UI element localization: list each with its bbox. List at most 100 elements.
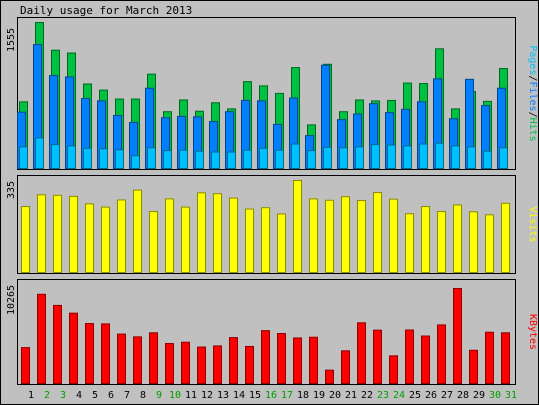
bar-pages-day-4 [67, 145, 76, 169]
visits-max-label: 335 [6, 181, 17, 199]
bar-kbytes-day-10 [165, 343, 174, 384]
bar-visits-day-14 [229, 197, 238, 274]
day-label-8: 8 [140, 390, 146, 401]
bar-kbytes-day-5 [85, 323, 94, 385]
hits-files-pages-series-label: Pages/Files/Hits [527, 45, 538, 141]
day-label-27: 27 [441, 390, 453, 401]
hits-files-pages-series-label-part-4: Hits [527, 118, 538, 142]
bar-visits-day-2 [37, 194, 46, 273]
day-label-10: 10 [169, 390, 181, 401]
bar-pages-day-24 [387, 144, 396, 169]
bar-kbytes-day-11 [181, 341, 190, 384]
bar-kbytes-day-22 [357, 322, 366, 385]
bar-visits-day-11 [181, 206, 190, 273]
bar-visits-day-21 [341, 196, 350, 273]
kbytes-series-label: KBytes [527, 314, 538, 350]
bar-kbytes-day-14 [229, 337, 238, 384]
day-label-23: 23 [377, 390, 389, 401]
day-label-20: 20 [329, 390, 341, 401]
bar-visits-day-12 [197, 192, 206, 274]
bar-visits-day-26 [421, 206, 430, 273]
bar-pages-day-31 [499, 147, 508, 170]
bar-visits-day-10 [165, 198, 174, 273]
kbytes-max-label: 10265 [6, 285, 17, 315]
bar-pages-day-7 [115, 149, 124, 169]
bar-pages-day-3 [51, 144, 60, 169]
day-label-14: 14 [233, 390, 245, 401]
bar-kbytes-day-1 [21, 347, 30, 385]
bar-kbytes-day-12 [197, 346, 206, 384]
bar-pages-day-12 [195, 150, 204, 169]
day-label-11: 11 [185, 390, 197, 401]
hits-files-pages-series-label-part-1: / [527, 75, 538, 81]
day-label-6: 6 [108, 390, 114, 401]
bar-visits-day-24 [389, 198, 398, 273]
day-label-28: 28 [457, 390, 469, 401]
day-label-31: 31 [505, 390, 517, 401]
hits-files-pages-max-label: 1555 [6, 28, 17, 52]
bar-pages-day-1 [19, 146, 28, 170]
bar-pages-day-26 [419, 143, 428, 169]
bar-pages-day-16 [259, 147, 268, 170]
day-label-2: 2 [44, 390, 50, 401]
bar-pages-day-2 [35, 137, 44, 170]
bar-kbytes-day-8 [133, 336, 142, 385]
bar-pages-day-23 [371, 144, 380, 169]
bar-kbytes-day-28 [453, 288, 462, 384]
bar-pages-day-21 [339, 147, 348, 170]
bar-kbytes-day-18 [293, 337, 302, 385]
bar-visits-day-3 [53, 194, 62, 273]
bar-visits-day-22 [357, 200, 366, 273]
day-label-22: 22 [361, 390, 373, 401]
panel-kbytes: 10265 KBytes [6, 285, 538, 385]
bar-visits-day-23 [373, 192, 382, 274]
bar-pages-day-19 [307, 150, 316, 169]
bar-visits-day-19 [309, 198, 318, 273]
bar-pages-day-9 [147, 147, 156, 170]
day-label-30: 30 [489, 390, 501, 401]
bar-kbytes-day-29 [469, 349, 478, 384]
bar-pages-day-6 [99, 148, 108, 169]
day-label-15: 15 [249, 390, 261, 401]
panel-visits: 335 Visits [6, 180, 538, 274]
day-label-21: 21 [345, 390, 357, 401]
day-label-3: 3 [60, 390, 66, 401]
day-label-5: 5 [92, 390, 98, 401]
bar-pages-day-20 [323, 146, 332, 170]
bar-pages-day-13 [211, 151, 220, 170]
day-label-7: 7 [124, 390, 130, 401]
bar-kbytes-day-27 [437, 324, 446, 385]
bar-pages-day-5 [83, 147, 92, 170]
bar-kbytes-day-7 [117, 333, 126, 385]
day-label-9: 9 [156, 390, 162, 401]
bar-visits-day-9 [149, 211, 158, 273]
hits-files-pages-series-label-part-0: Pages [527, 45, 538, 75]
bar-visits-day-28 [453, 204, 462, 273]
bar-pages-day-25 [403, 145, 412, 169]
bar-visits-day-20 [325, 199, 334, 273]
bar-kbytes-day-16 [261, 330, 270, 385]
day-label-4: 4 [76, 390, 82, 401]
bar-pages-day-22 [355, 146, 364, 170]
bar-visits-day-30 [485, 214, 494, 273]
bar-visits-day-15 [245, 208, 254, 273]
bar-kbytes-day-2 [37, 293, 46, 384]
day-label-13: 13 [217, 390, 229, 401]
bar-visits-day-16 [261, 207, 270, 274]
bar-kbytes-day-9 [149, 332, 158, 384]
day-label-29: 29 [473, 390, 485, 401]
bar-kbytes-day-23 [373, 329, 382, 385]
day-label-16: 16 [265, 390, 277, 401]
bar-visits-day-4 [69, 195, 78, 273]
bar-kbytes-day-25 [405, 329, 414, 384]
bar-pages-day-18 [291, 143, 300, 169]
bar-kbytes-day-24 [389, 355, 398, 385]
bar-pages-day-14 [227, 151, 236, 170]
day-label-17: 17 [281, 390, 293, 401]
bar-kbytes-day-17 [277, 333, 286, 384]
bar-kbytes-day-21 [341, 350, 350, 385]
bar-visits-day-31 [501, 202, 510, 274]
day-label-24: 24 [393, 390, 405, 401]
bar-kbytes-day-6 [101, 323, 110, 384]
